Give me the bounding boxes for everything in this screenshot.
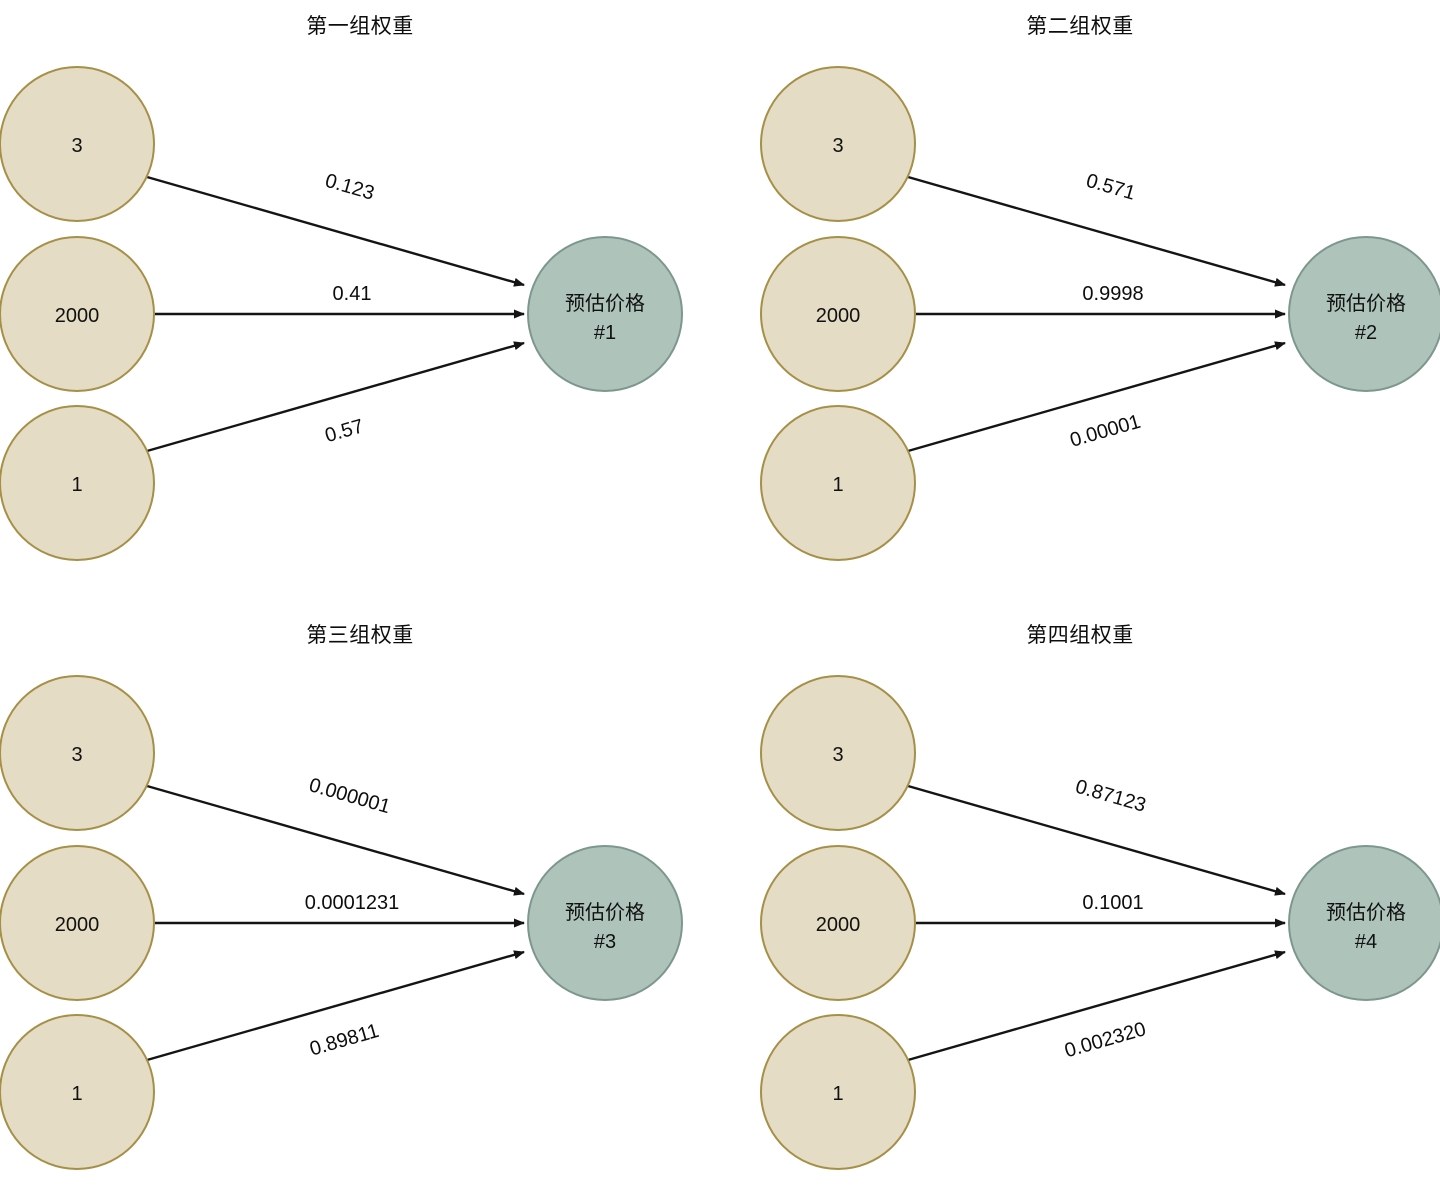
edge-label-2: 0.1001 [1082,892,1143,914]
input-node-1-label: 3 [832,135,843,157]
input-node-3[interactable] [760,405,916,561]
panel-title: 第二组权重 [1026,15,1134,38]
panel-weights-group-1: 第一组权重 3 2000 1 预估价格 #1 0.123 0.41 0.57 [0,0,720,585]
edge-line-3 [146,341,525,453]
input-node-2[interactable] [0,236,155,392]
input-node-1-label: 3 [71,135,82,157]
input-node-2-label: 2000 [816,305,861,327]
graph-2: 3 2000 1 预估价格 #2 0.571 0.9998 0.00001 [760,66,1440,561]
graph-4: 3 2000 1 预估价格 #4 0.87123 0.1001 0.002320 [760,675,1440,1170]
input-node-1[interactable] [760,675,916,831]
edge-label-1: 0.571 [1084,170,1138,205]
edge-label-3: 0.89811 [307,1020,381,1061]
input-node-2[interactable] [760,236,916,392]
output-node-label-line1: 预估价格 [565,292,645,315]
edge-label-3: 0.00001 [1068,411,1144,452]
output-node-label-line2: #2 [1355,322,1377,344]
edge-label-2: 0.41 [333,283,372,305]
input-node-3-label: 1 [832,474,843,496]
edge-line-3 [146,950,525,1062]
panel-title: 第四组权重 [1026,624,1134,647]
edge-line-1 [146,784,525,896]
input-node-2-label: 2000 [55,914,100,936]
input-node-2-label: 2000 [816,914,861,936]
input-node-3-label: 1 [71,474,82,496]
input-node-2-label: 2000 [55,305,100,327]
panel-weights-group-4: 第四组权重 3 2000 1 预估价格 #4 0.87123 0.1001 0.… [720,609,1440,1194]
edge-label-1: 0.000001 [307,774,393,818]
input-node-3-label: 1 [71,1083,82,1105]
edge-line-3 [907,950,1286,1062]
edge-label-2: 0.9998 [1082,283,1143,305]
graph-3: 3 2000 1 预估价格 #3 0.000001 0.0001231 0.89… [0,675,683,1170]
output-node[interactable] [1288,845,1440,1001]
edge-label-1: 0.123 [323,170,377,205]
panel-weights-group-2: 第二组权重 3 2000 1 预估价格 #2 0.571 0.9998 0.00… [720,0,1440,585]
input-node-1[interactable] [0,66,155,222]
graph-1: 3 2000 1 预估价格 #1 0.123 0.41 0.57 [0,66,683,561]
output-node-label-line2: #1 [594,322,616,344]
edge-label-3: 0.57 [323,415,366,447]
panel-title: 第一组权重 [306,15,414,38]
output-node-label-line2: #4 [1355,931,1377,953]
output-node[interactable] [1288,236,1440,392]
output-node-label-line1: 预估价格 [1326,292,1406,315]
edge-line-1 [146,175,525,287]
input-node-2[interactable] [760,845,916,1001]
output-node[interactable] [527,236,683,392]
input-node-1[interactable] [760,66,916,222]
input-node-1-label: 3 [832,744,843,766]
output-node-label-line2: #3 [594,931,616,953]
panel-title: 第三组权重 [306,624,414,647]
edge-label-2: 0.0001231 [305,892,400,914]
input-node-1[interactable] [0,675,155,831]
edge-line-1 [907,175,1286,287]
output-node-label-line1: 预估价格 [565,901,645,924]
diagram-canvas: 第一组权重 3 2000 1 预估价格 #1 0.123 0.41 0.57 [0,0,1440,1170]
input-node-1-label: 3 [71,744,82,766]
input-node-2[interactable] [0,845,155,1001]
edge-line-3 [907,341,1286,453]
output-node[interactable] [527,845,683,1001]
edge-label-3: 0.002320 [1062,1018,1148,1062]
panel-weights-group-3: 第三组权重 3 2000 1 预估价格 #3 0.000001 0.000123… [0,609,720,1194]
input-node-3-label: 1 [832,1083,843,1105]
output-node-label-line1: 预估价格 [1326,901,1406,924]
edge-line-1 [907,784,1286,896]
input-node-3[interactable] [0,405,155,561]
edge-label-1: 0.87123 [1073,776,1149,817]
